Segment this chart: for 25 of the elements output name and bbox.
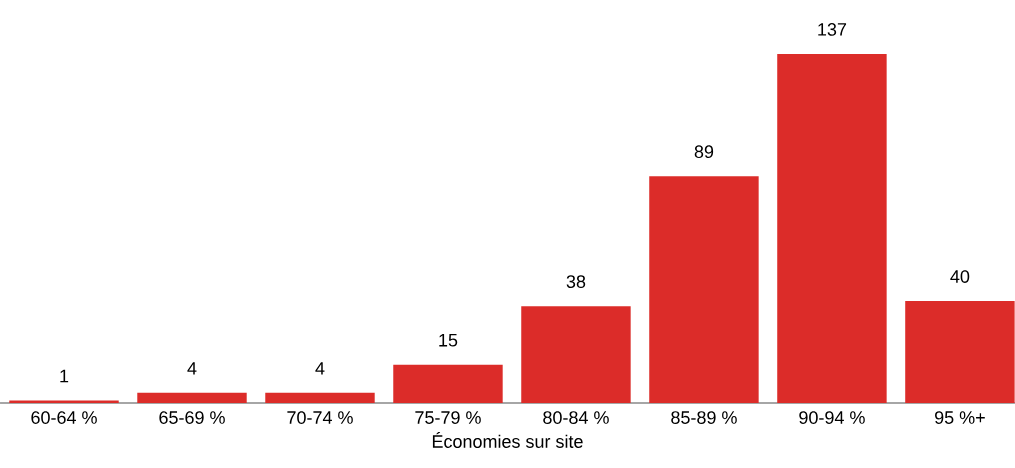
- bar: [649, 176, 759, 403]
- data-label: 4: [187, 362, 197, 375]
- x-tick-label: 90-94 %: [799, 411, 865, 424]
- data-label: 4: [315, 362, 325, 375]
- x-tick-label: 65-69 %: [159, 411, 225, 424]
- x-tick-label: 80-84 %: [543, 411, 609, 424]
- bar: [265, 392, 375, 403]
- x-axis-title: Économies sur site: [432, 432, 583, 448]
- x-tick-label: 85-89 %: [671, 411, 737, 424]
- bar: [9, 400, 119, 403]
- data-label: 89: [694, 145, 714, 159]
- bar: [137, 392, 247, 403]
- bar: [905, 301, 1015, 403]
- bar: [777, 53, 887, 403]
- x-tick-label: 75-79 %: [415, 411, 481, 424]
- data-label: 1: [60, 369, 69, 383]
- x-tick-label: 95 %+: [935, 411, 985, 424]
- bar: [521, 306, 631, 403]
- x-tick-label: 70-74 %: [287, 411, 353, 424]
- x-tick-label: 60-64 %: [31, 411, 97, 424]
- bar: [393, 364, 503, 403]
- data-label: 137: [818, 23, 847, 36]
- data-label: 15: [439, 334, 458, 347]
- data-label: 38: [566, 275, 586, 288]
- data-label: 40: [950, 270, 970, 283]
